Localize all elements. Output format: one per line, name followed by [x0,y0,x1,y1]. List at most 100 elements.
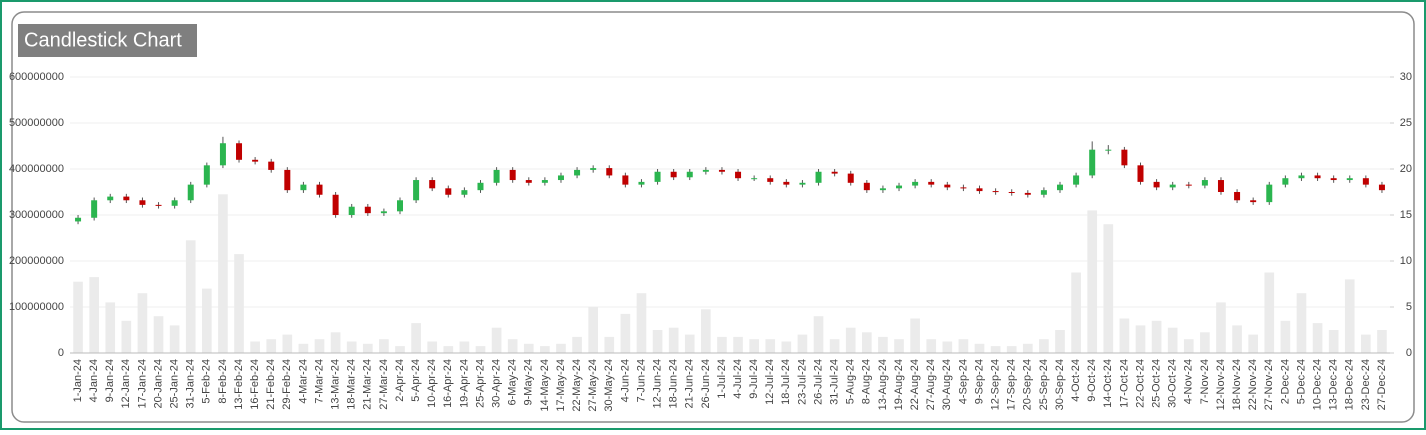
volume-bar [1119,318,1130,353]
candle-body [236,143,243,160]
candle-body [75,217,82,222]
x-tick-label: 21-Mar-24 [362,359,374,410]
volume-bar [346,341,357,353]
candle-body [847,173,854,183]
candle-body [541,180,548,183]
x-tick-label: 1-Jul-24 [716,359,728,399]
x-tick-label: 22-May-24 [571,359,583,412]
candle-body [461,190,468,195]
candle-body [477,182,484,191]
x-tick-label: 30-Sep-24 [1054,359,1066,410]
candle-body [670,171,677,178]
volume-bar [620,313,631,353]
candle-body [1185,184,1192,186]
y-tick-label: 200000000 [9,255,64,267]
candle-body [1346,178,1353,181]
volume-bar [202,288,212,353]
volume-bar [1200,332,1210,353]
candle-body [380,211,387,214]
volume-bar [1232,325,1242,353]
volume-bar [395,346,405,353]
volume-bar [234,254,244,353]
volume-bar [1312,323,1323,353]
candle-body [992,191,999,193]
volume-bar [636,293,647,353]
y2-tick-label: 15 [1400,209,1412,221]
volume-bar [813,316,824,353]
x-tick-label: 20-Jan-24 [152,359,164,409]
volume-bar [121,320,132,353]
volume-bar [749,339,759,353]
volume-bar [1151,320,1162,353]
volume-bar [1328,330,1339,353]
volume-bar [1248,334,1258,353]
candle-body [702,169,709,172]
volume-bar [507,339,518,353]
x-tick-label: 8-Feb-24 [217,359,229,404]
volume-bar [169,325,180,353]
x-tick-label: 9-Oct-24 [1086,359,1098,402]
y-tick-label: 300000000 [9,209,64,221]
candle-body [928,181,935,185]
candle-body [268,161,275,170]
candle-body [896,185,903,189]
x-tick-label: 5-Dec-24 [1295,359,1307,404]
volume-bar [330,332,341,353]
candle-body [1201,180,1208,186]
y-tick-label: 600000000 [9,71,64,83]
candle-body [654,171,661,182]
candle-body [1266,184,1273,203]
x-tick-label: 2-Dec-24 [1279,359,1291,404]
volume-bar [1167,327,1178,353]
x-tick-label: 12-Jun-24 [651,359,663,409]
candle-body [397,200,403,212]
x-tick-label: 27-Aug-24 [925,359,937,410]
volume-bar [411,323,421,353]
volume-bar [153,316,164,353]
x-tick-label: 26-Jun-24 [700,359,712,409]
candle-body [1330,178,1337,181]
volume-bar [604,336,615,353]
candle-body [879,188,886,191]
volume-bar [314,339,325,353]
candle-body [1282,178,1289,185]
volume-bar [878,336,888,353]
volume-bar [282,334,293,353]
x-tick-label: 30-Oct-24 [1167,359,1179,408]
x-tick-label: 18-Mar-24 [346,359,358,410]
x-tick-label: 12-Sep-24 [990,359,1002,410]
volume-bar [362,343,373,353]
x-tick-label: 20-Sep-24 [1022,359,1034,410]
candle-body [1234,192,1241,201]
candle-body [1057,184,1063,191]
x-tick-label: 30-Apr-24 [490,359,502,408]
candle-body [525,180,532,183]
candle-body [767,178,774,182]
volume-bar [1377,330,1387,353]
candle-body [107,196,114,201]
candle-body [348,206,355,215]
x-tick-label: 17-Sep-24 [1006,359,1018,410]
x-tick-label: 9-Sep-24 [973,359,985,404]
x-tick-label: 19-Aug-24 [893,359,905,410]
candle-body [735,171,742,179]
candle-body [123,196,130,201]
x-tick-label: 18-Jul-24 [780,359,792,405]
candle-body [1040,190,1047,195]
candle-body [863,182,870,191]
volume-bar [1006,346,1017,353]
x-tick-label: 13-Dec-24 [1328,359,1340,410]
candle-body [1121,149,1128,166]
x-tick-label: 22-Oct-24 [1134,359,1146,408]
candle-body [509,169,516,181]
x-tick-label: 22-Nov-24 [1247,359,1259,410]
candle-body [413,180,420,201]
volume-bar [1087,210,1098,353]
x-tick-label: 22-Aug-24 [909,359,921,410]
candle-body [493,169,500,183]
x-tick-label: 29-Feb-24 [281,359,293,410]
x-tick-label: 27-Nov-24 [1263,359,1275,410]
volume-bar [1055,330,1065,353]
volume-bar [942,341,953,353]
volume-bar [781,341,792,353]
